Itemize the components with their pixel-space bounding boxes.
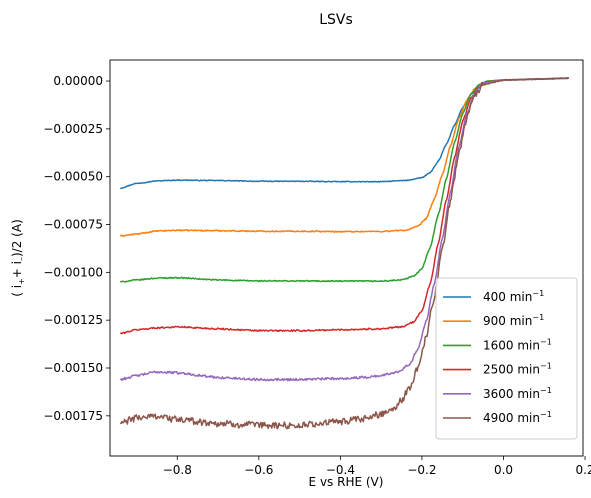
y-tick-label-2: −0.00050 — [43, 170, 103, 184]
legend-label-3: 2500 min−1 — [483, 362, 552, 377]
y-ticks: 0.00000 −0.00025 −0.00050 −0.00075 −0.00100 −… — [43, 74, 110, 423]
y-tick-label-0: 0.00000 — [53, 74, 103, 88]
legend-label-0: 400 min−1 — [483, 289, 544, 304]
x-tick-label-4: 0.0 — [494, 463, 513, 477]
chart-title: LSVs — [319, 12, 353, 28]
x-tick-label-0: −0.8 — [163, 463, 192, 477]
legend-label-4: 3600 min−1 — [483, 386, 552, 401]
y-tick-label-4: −0.00100 — [43, 265, 103, 279]
y-label-sub-minus: – — [17, 257, 26, 261]
y-label-suffix: )/2 (A) — [10, 219, 24, 257]
series-line-1 — [119, 77, 569, 237]
y-tick-label-6: −0.00150 — [43, 361, 103, 375]
y-tick-label-3: −0.00075 — [43, 218, 103, 232]
y-axis-label: ( i++ i–)/2 (A) — [10, 219, 26, 297]
x-ticks: −0.8 −0.6 −0.4 −0.2 0.0 0.2 — [163, 456, 591, 477]
x-tick-label-2: −0.4 — [326, 463, 355, 477]
y-label-mid: + i — [10, 261, 24, 278]
y-label-prefix: ( i — [10, 285, 24, 297]
series-line-0 — [120, 77, 569, 190]
y-tick-label-5: −0.00125 — [43, 313, 103, 327]
x-tick-label-3: −0.2 — [407, 463, 436, 477]
x-axis-label: E vs RHE (V) — [309, 475, 384, 489]
legend: 400 min−1 900 min−1 1600 min−1 2500 min−1 36… — [435, 277, 578, 440]
legend-label-2: 1600 min−1 — [483, 337, 552, 352]
x-tick-label-5: 0.2 — [575, 463, 591, 477]
legend-label-1: 900 min−1 — [483, 313, 544, 328]
y-tick-label-7: −0.00175 — [43, 409, 103, 423]
series-layer — [119, 77, 569, 430]
y-tick-label-1: −0.00025 — [43, 122, 103, 136]
legend-box — [435, 277, 578, 440]
y-label-sub-plus: + — [17, 278, 26, 285]
x-tick-label-1: −0.6 — [244, 463, 273, 477]
series-line-4 — [119, 77, 569, 382]
legend-label-5: 4900 min−1 — [483, 410, 552, 425]
plot-frame — [109, 59, 584, 457]
series-line-5 — [120, 77, 569, 430]
